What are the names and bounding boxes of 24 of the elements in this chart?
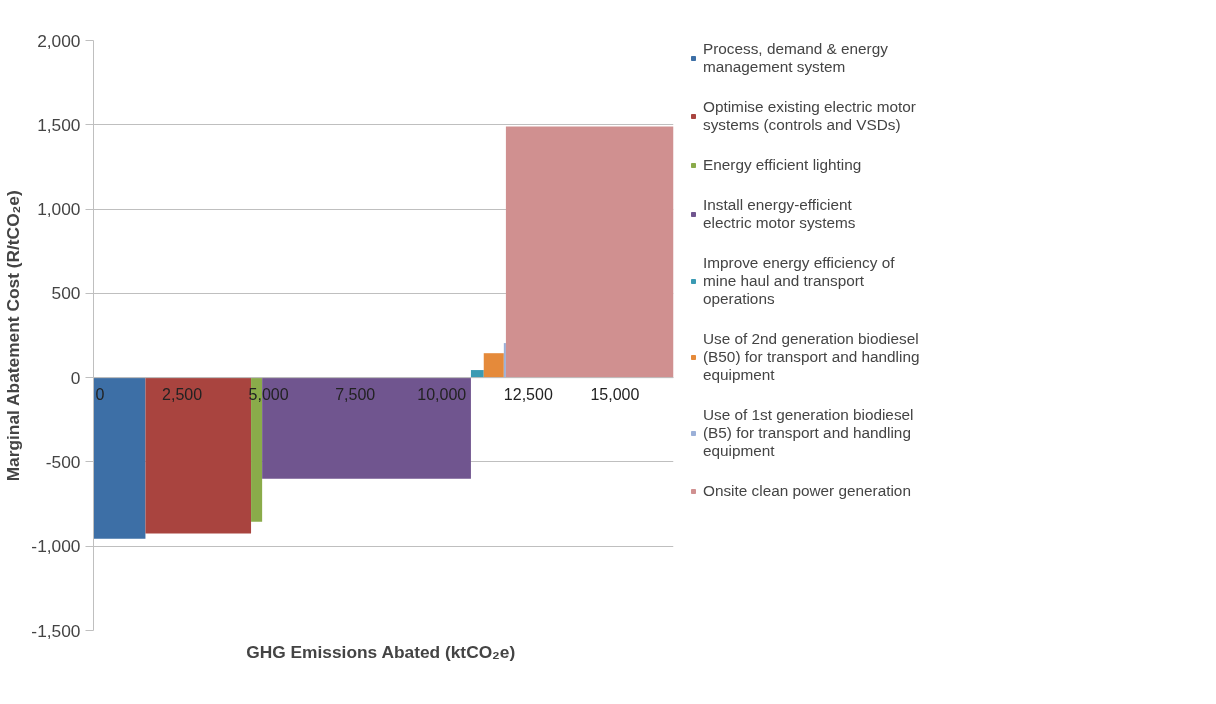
- legend-label: Energy efficient lighting: [703, 156, 862, 174]
- legend-label: Process, demand & energy management system: [703, 40, 888, 76]
- x-tick-label: 0: [95, 385, 105, 403]
- x-tick-label: 15,000: [590, 385, 640, 403]
- legend-label: Use of 2nd generation biodiesel (B50) for transport and handling equipment: [703, 330, 920, 384]
- y-tick-label: 2,000: [37, 30, 81, 51]
- y-tick-label: 500: [51, 283, 81, 304]
- x-axis-title: GHG Emissions Abated (ktCO₂e): [246, 641, 516, 662]
- y-axis-title: Marginal Abatement Cost (R/tCO₂e): [3, 190, 24, 482]
- x-tick-label: 2,500: [162, 385, 203, 403]
- x-tick-label: 7,500: [335, 385, 376, 403]
- legend-label: Improve energy efficiency of mine haul and transport operations: [703, 254, 895, 308]
- x-tick-label: 12,500: [503, 385, 553, 403]
- legend-label: Optimise existing electric motor systems (controls and VSDs): [703, 98, 916, 134]
- y-tick-label: 0: [70, 367, 81, 388]
- y-tick-label: -500: [45, 451, 81, 472]
- y-tick-label: -1,500: [31, 620, 81, 641]
- legend-label: Install energy-efficient electric motor systems: [703, 196, 856, 232]
- y-tick-label: -1,000: [31, 536, 81, 557]
- legend-label: Onsite clean power generation: [703, 482, 911, 500]
- legend-label: Use of 1st generation biodiesel (B5) for transport and handling equipment: [703, 406, 914, 460]
- y-tick-label: 1,500: [37, 114, 81, 135]
- y-tick-label: 1,000: [37, 199, 81, 220]
- x-tick-label: 10,000: [417, 385, 467, 403]
